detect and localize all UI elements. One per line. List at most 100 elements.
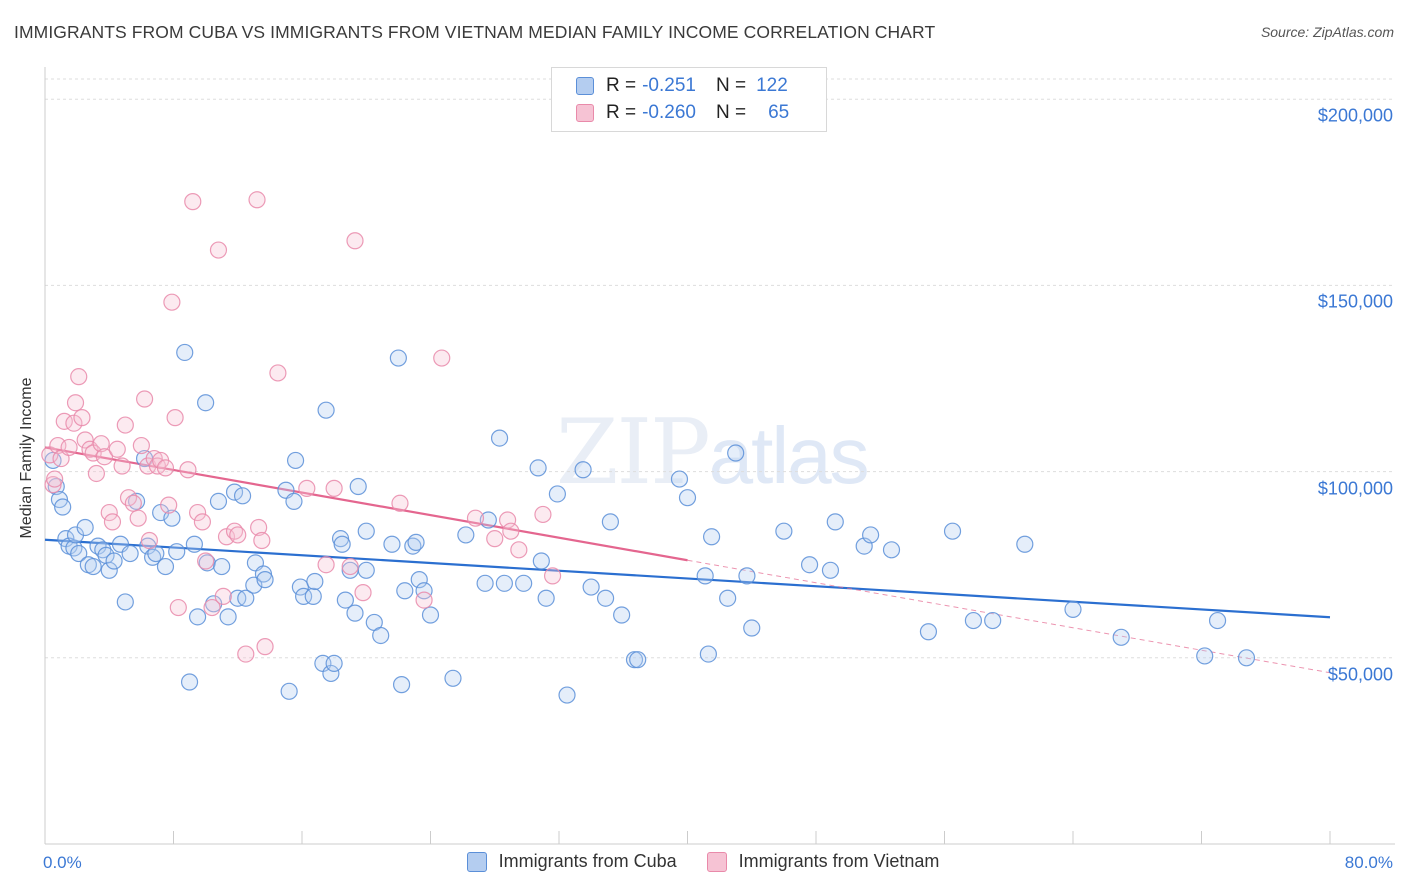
vietnam-point xyxy=(415,591,433,609)
watermark-atlas: atlas xyxy=(708,411,870,500)
cuba-point xyxy=(574,461,592,479)
vietnam-point xyxy=(179,461,197,479)
vietnam-point xyxy=(160,496,178,514)
vietnam-point xyxy=(499,511,517,529)
cuba-point xyxy=(280,682,298,700)
vietnam-point xyxy=(87,464,106,483)
cuba-point xyxy=(396,582,414,600)
cuba-point xyxy=(601,513,620,531)
cuba-point xyxy=(1016,535,1034,553)
vietnam-point xyxy=(76,431,94,449)
cuba-point xyxy=(325,654,343,672)
cuba-point xyxy=(100,561,118,579)
cuba-point xyxy=(116,593,134,611)
y-tick-label: $200,000 xyxy=(1317,105,1393,126)
cuba-swatch xyxy=(576,77,594,95)
watermark: ZIPatlas xyxy=(556,400,870,505)
legend-item-cuba[interactable]: Immigrants from Cuba xyxy=(466,851,677,872)
cuba-point xyxy=(333,535,351,553)
vietnam-point xyxy=(108,440,126,458)
y-tick-label: $100,000 xyxy=(1317,478,1393,499)
cuba-point xyxy=(1237,649,1256,667)
cuba-point xyxy=(317,401,335,419)
vietnam-point xyxy=(66,394,85,412)
vietnam-point xyxy=(354,584,372,602)
vietnam-point xyxy=(502,522,520,540)
stats-row-cuba: R = -0.251 N = 122 xyxy=(576,74,788,98)
cuba-point xyxy=(197,394,215,412)
vietnam-point xyxy=(325,479,343,497)
cuba-point xyxy=(743,619,761,637)
stats-legend: R = -0.251 N = 122 R = -0.260 N = 65 xyxy=(551,67,827,132)
cuba-point xyxy=(984,611,1002,630)
cuba-point xyxy=(225,483,244,501)
vietnam-point xyxy=(116,416,134,434)
cuba-point xyxy=(1112,628,1130,646)
vietnam-point xyxy=(543,567,562,585)
cuba-point xyxy=(163,509,181,527)
cuba-point xyxy=(156,557,175,576)
vietnam-point xyxy=(466,509,485,527)
cuba-trend-line xyxy=(44,538,1331,619)
cuba-point xyxy=(1208,611,1227,630)
n-label: N = xyxy=(715,75,747,96)
cuba-point xyxy=(738,567,756,585)
cuba-point xyxy=(699,645,717,663)
vietnam-point xyxy=(135,390,154,408)
cuba-point xyxy=(213,557,231,576)
cuba-point xyxy=(185,535,203,553)
vietnam-point xyxy=(209,241,228,259)
cuba-point xyxy=(727,444,745,462)
cuba-point xyxy=(410,571,428,589)
vietnam-legend-swatch xyxy=(706,851,727,872)
cuba-point xyxy=(65,539,83,557)
vietnam-point xyxy=(193,513,212,531)
vietnam-point xyxy=(391,494,409,512)
vietnam-point xyxy=(317,556,335,574)
cuba-legend-swatch xyxy=(466,851,487,872)
cuba-point xyxy=(800,556,819,574)
cuba-point xyxy=(457,526,475,544)
y-axis-label: Median Family Income xyxy=(18,377,35,539)
legend-label-cuba: Immigrants from Cuba xyxy=(498,851,677,871)
vietnam-point xyxy=(113,457,131,475)
vietnam-point xyxy=(433,349,451,367)
cuba-point xyxy=(349,477,367,496)
cuba-point xyxy=(237,589,255,607)
vietnam-point xyxy=(119,489,138,507)
cuba-point xyxy=(346,604,364,622)
vietnam-point xyxy=(163,293,181,311)
cuba-point xyxy=(180,673,199,691)
cuba-point xyxy=(532,552,550,570)
cuba-point xyxy=(176,343,194,362)
vietnam-point xyxy=(169,598,187,617)
vietnam-point xyxy=(188,503,207,522)
cuba-point xyxy=(678,489,697,507)
cuba-point xyxy=(219,608,237,626)
vietnam-point xyxy=(140,531,159,550)
cuba-point xyxy=(775,522,793,540)
vietnam-point xyxy=(46,470,64,488)
y-tick-label: $50,000 xyxy=(1327,664,1393,685)
cuba-point xyxy=(613,606,631,624)
cuba-point xyxy=(537,589,555,607)
cuba-point xyxy=(285,492,303,511)
vietnam-point xyxy=(166,409,184,427)
x-tick-label-min: 0.0% xyxy=(43,853,82,872)
cuba-point xyxy=(392,676,411,694)
n-value-cuba: 122 xyxy=(756,75,788,96)
vietnam-point xyxy=(184,193,202,211)
vietnam-point xyxy=(214,587,232,605)
legend-item-vietnam[interactable]: Immigrants from Vietnam xyxy=(706,851,939,872)
chart-title: IMMIGRANTS FROM CUBA VS IMMIGRANTS FROM … xyxy=(14,22,936,42)
vietnam-point xyxy=(341,557,359,576)
cuba-point xyxy=(383,535,401,553)
cuba-point xyxy=(964,611,983,630)
y-tick-label: $150,000 xyxy=(1317,291,1393,312)
vietnam-point xyxy=(124,494,142,512)
cuba-point xyxy=(548,485,566,503)
cuba-point xyxy=(882,541,901,559)
gridlines xyxy=(45,78,1395,659)
vietnam-point xyxy=(100,503,118,522)
